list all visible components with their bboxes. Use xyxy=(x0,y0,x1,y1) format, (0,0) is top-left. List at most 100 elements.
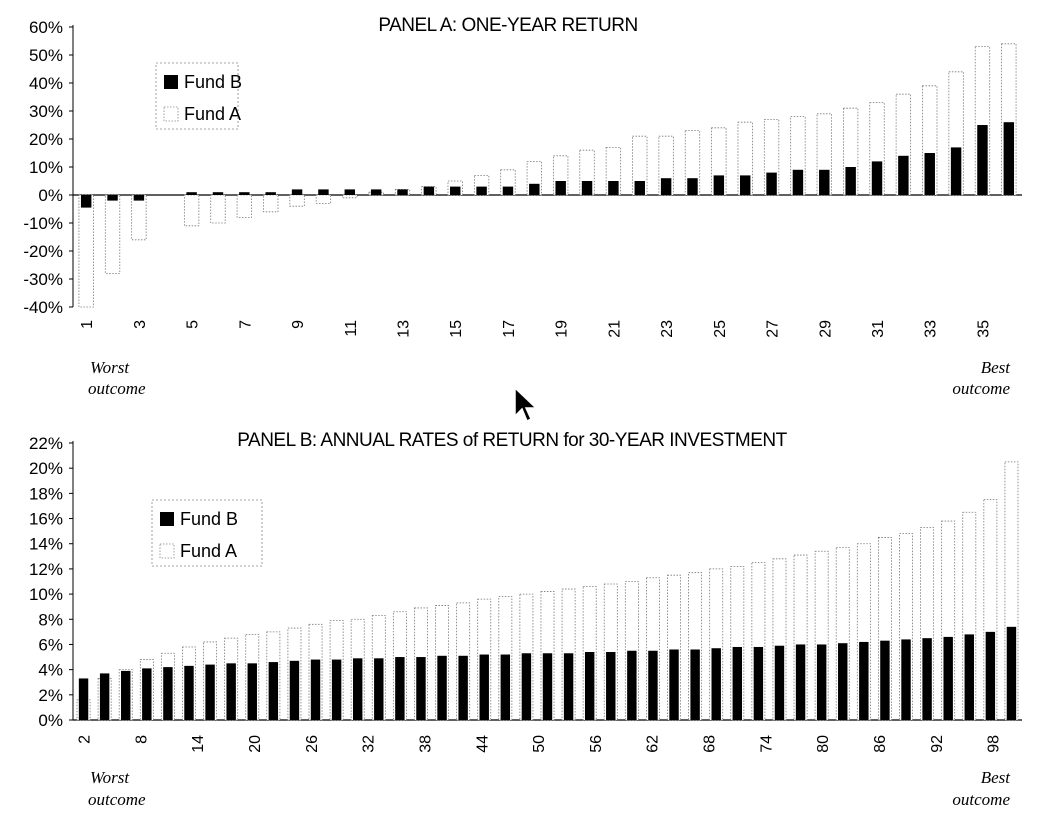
panel-b-fund-b-bar xyxy=(985,631,996,720)
panel-a-x-tick-label: 7 xyxy=(237,320,254,329)
panel-b-fund-b-bar xyxy=(352,658,363,720)
panel-b-fund-b-bar xyxy=(142,668,152,720)
panel-a-worst-outcome-label-2: outcome xyxy=(88,379,146,398)
panel-b-fund-b-bar xyxy=(901,639,911,720)
panel-b-x-tick-label: 98 xyxy=(986,735,1003,753)
panel-a-title: PANEL A: ONE-YEAR RETURN xyxy=(378,15,637,36)
panel-b-fund-b-bar xyxy=(395,657,405,720)
panel-a-fund-b-bar xyxy=(819,169,830,195)
panel-b-x-tick-label: 62 xyxy=(645,735,662,753)
panel-b-fund-b-bar xyxy=(606,652,616,720)
panel-b-fund-b-bar xyxy=(816,644,827,720)
panel-b-fund-b-bar xyxy=(247,663,257,720)
panel-a-fund-a-bar xyxy=(632,135,648,196)
panel-a-fund-b-bar xyxy=(687,178,698,195)
panel-a-fund-a-bar xyxy=(289,194,305,207)
panel-a-fund-a-bar xyxy=(315,194,332,204)
panel-a-fund-b-bar xyxy=(634,181,645,195)
panel-b-x-tick-label: 80 xyxy=(815,735,832,753)
panel-a-x-tick-label: 33 xyxy=(923,320,940,338)
panel-a-fund-a-bar xyxy=(131,194,147,241)
panel-a-fund-b-bar xyxy=(845,167,856,195)
panel-a-x-tick-label: 13 xyxy=(396,320,413,338)
arrow-cursor-icon xyxy=(514,386,538,423)
panel-b-fund-b-bar xyxy=(584,652,595,720)
panel-b-fund-b-bar xyxy=(78,678,89,720)
panel-b-fund-b-bar xyxy=(289,660,300,720)
panel-a-x-tick-label: 3 xyxy=(132,320,149,329)
panel-b-fund-b-bar xyxy=(838,643,848,720)
panel-b-fund-b-bar xyxy=(922,638,932,720)
panel-a-fund-b-bar xyxy=(265,192,276,195)
panel-a-fund-b-bar xyxy=(133,195,145,201)
panel-b-fund-b-bar xyxy=(479,654,489,720)
panel-b-x-tick-label: 86 xyxy=(872,735,889,753)
panel-b-fund-b-bar xyxy=(732,646,743,720)
panel-a-fund-b-bar xyxy=(977,125,988,195)
panel-a-fund-b-bar xyxy=(107,195,118,201)
panel-b-fund-b-bar xyxy=(542,653,553,720)
panel-b-fund-b-bar xyxy=(416,657,426,720)
panel-b-y-tick-label: 6% xyxy=(38,635,63,654)
panel-a-legend-swatch-fund-a xyxy=(163,106,179,122)
panel-b-worst-outcome-label: Worst xyxy=(90,768,130,787)
panel-a-fund-b-bar xyxy=(739,175,751,195)
panel-b-y-tick-label: 10% xyxy=(29,585,63,604)
panel-a-x-tick-label: 11 xyxy=(343,320,360,337)
panel-b-fund-b-bar xyxy=(521,653,532,720)
panel-b-x-tick-label: 50 xyxy=(531,735,548,753)
panel-b-fund-b-bar xyxy=(121,670,131,720)
panel-b-fund-b-bar xyxy=(964,634,974,720)
panel-a-y-tick-label: 0% xyxy=(38,186,63,205)
panel-b-x-tick-label: 8 xyxy=(133,735,150,744)
panel-a-legend-swatch-fund-b xyxy=(164,75,178,89)
panel-a-fund-b-bar xyxy=(766,172,777,195)
panel-b-y-tick-label: 18% xyxy=(29,484,63,503)
panel-b-fund-b-bar xyxy=(310,659,321,720)
panel-a-fund-b-bar xyxy=(450,186,461,195)
panel-a-x-tick-label: 5 xyxy=(185,320,202,329)
panel-b-x-tick-label: 26 xyxy=(304,735,321,753)
panel-a-fund-b-bar xyxy=(924,153,935,195)
panel-a-legend-label-fund-b: Fund B xyxy=(184,72,242,92)
panel-a-fund-b-bar xyxy=(660,178,672,195)
panel-b-fund-b-bar xyxy=(226,663,236,720)
panel-b-x-tick-label: 32 xyxy=(361,735,378,753)
panel-b-fund-b-bar xyxy=(669,649,679,720)
panel-b-y-tick-label: 16% xyxy=(29,510,63,529)
panel-a-best-outcome-label: Best xyxy=(981,358,1012,377)
panel-b-y-tick-label: 14% xyxy=(29,535,63,554)
panel-a-fund-b-bar xyxy=(792,169,804,195)
panel-b-fund-b-bar xyxy=(374,658,384,720)
panel-a-fund-b-bar xyxy=(502,186,514,195)
panel-b-y-tick-label: 20% xyxy=(29,459,63,478)
panel-a-y-tick-label: 50% xyxy=(29,46,63,65)
panel-a-fund-b-bar xyxy=(370,189,382,195)
panel-b-y-tick-label: 8% xyxy=(38,610,63,629)
panel-b-x-tick-label: 20 xyxy=(247,735,264,753)
panel-b-best-outcome-label: Best xyxy=(981,768,1012,787)
panel-b-fund-b-bar xyxy=(774,645,785,720)
panel-a-x-tick-label: 19 xyxy=(554,320,571,338)
panel-b-fund-b-bar xyxy=(331,659,342,720)
panel-a-y-tick-label: 60% xyxy=(29,18,63,37)
panel-a-y-tick-label: -20% xyxy=(23,242,63,261)
panel-a-fund-b-bar xyxy=(555,181,566,195)
panel-b-title: PANEL B: ANNUAL RATES of RETURN for 30-Y… xyxy=(237,430,787,451)
panel-b-legend-swatch-fund-a xyxy=(159,543,175,559)
panel-a-fund-a-bar xyxy=(210,194,226,224)
panel-a-fund-b-bar xyxy=(212,192,224,195)
panel-b-x-tick-label: 68 xyxy=(702,735,719,753)
panel-b-fund-b-bar xyxy=(795,644,806,720)
panel-a-legend-box xyxy=(155,62,239,130)
panel-b-x-tick-label: 74 xyxy=(758,735,775,753)
panel-b-fund-b-bar xyxy=(268,662,279,720)
panel-a-fund-a-bar xyxy=(263,194,279,213)
panel-b-y-tick-label: 4% xyxy=(38,661,63,680)
panel-b-fund-b-bar xyxy=(500,654,511,720)
panel-b-fund-b-bar xyxy=(205,664,215,720)
panel-a-fund-b-bar xyxy=(239,192,250,195)
panel-a-y-tick-label: 40% xyxy=(29,74,63,93)
panel-b-y-tick-label: 0% xyxy=(38,711,63,730)
